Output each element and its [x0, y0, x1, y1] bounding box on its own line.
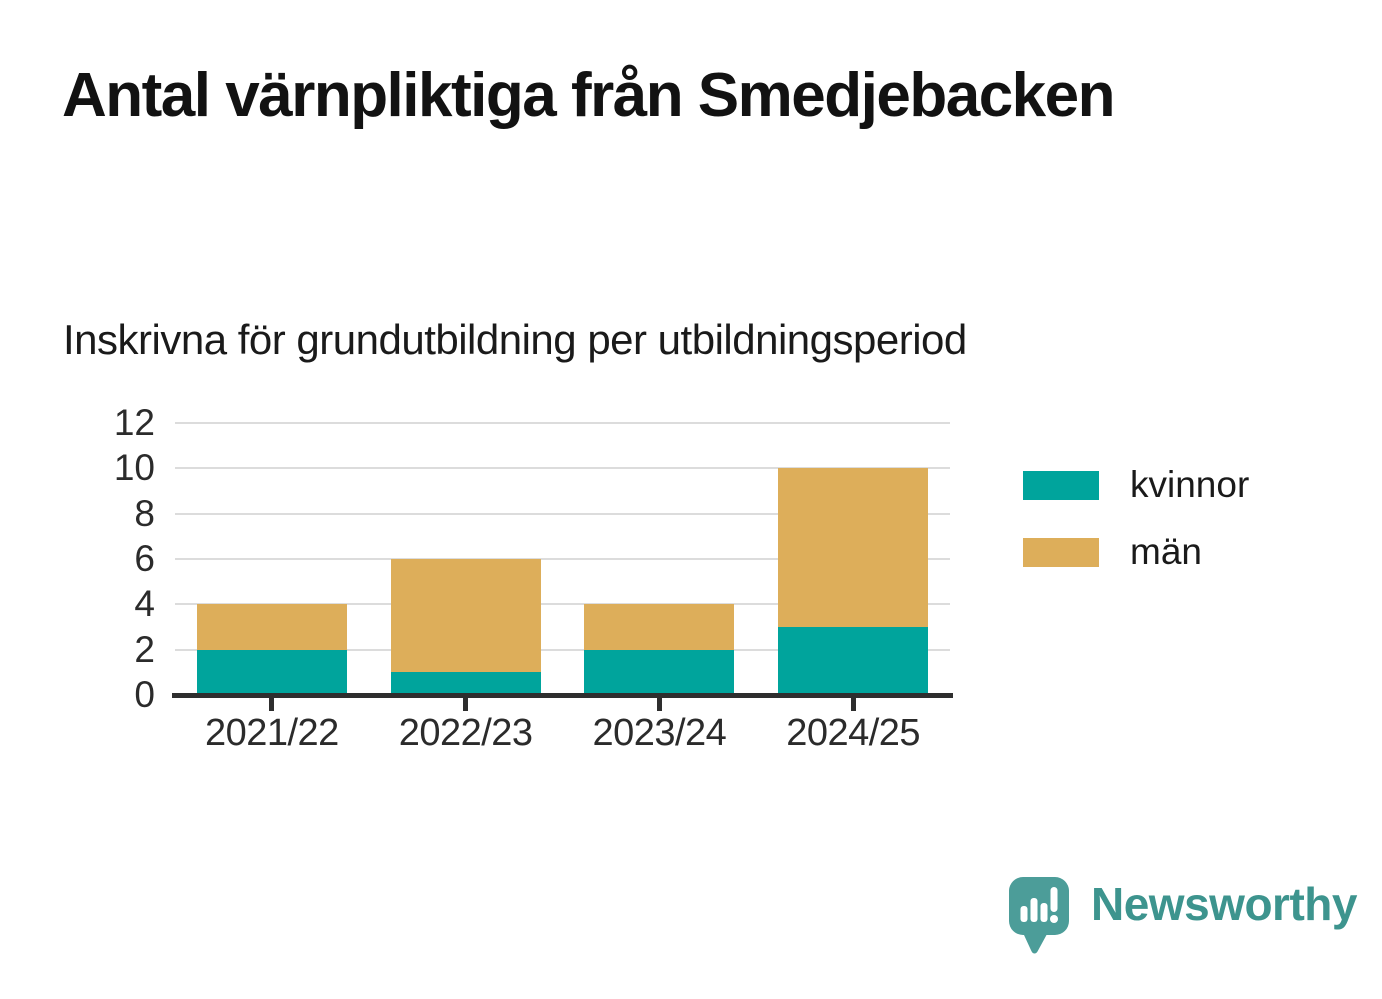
bar-segment-män-2024/25 [778, 468, 929, 627]
y-axis-label-4: 4 [134, 583, 155, 625]
legend-swatch-kvinnor [1023, 470, 1099, 500]
gridline-y8 [175, 512, 950, 515]
bar-segment-män-2021/22 [196, 604, 347, 650]
brand-name: Newsworthy [1091, 878, 1357, 930]
legend-label: män [1130, 531, 1202, 572]
gridline-y12 [175, 422, 950, 424]
plot-area [175, 422, 950, 695]
legend: kvinnor män [1023, 464, 1249, 598]
gridline-y4 [175, 603, 950, 606]
x-axis-line [172, 693, 953, 698]
bar-segment-män-2022/23 [390, 559, 541, 673]
chart-subtitle: Inskrivna för grundutbildning per utbild… [63, 316, 967, 363]
x-axis-label-2022/23: 2022/23 [398, 712, 533, 754]
newsworthy-logo-icon [1009, 877, 1069, 954]
legend-item-kvinnor: kvinnor [1023, 464, 1249, 506]
gridline-y2 [175, 648, 950, 651]
x-axis-tick-2021/22 [269, 698, 275, 711]
y-axis-label-0: 0 [134, 674, 155, 715]
bar-segment-kvinnor-2021/22 [196, 649, 347, 695]
gridline-y6 [175, 558, 950, 560]
bar-segment-kvinnor-2024/25 [778, 627, 929, 695]
x-axis-tick-2023/24 [656, 698, 662, 711]
x-axis-label-2021/22: 2021/22 [204, 712, 339, 754]
bar-segment-kvinnor-2023/24 [584, 649, 735, 695]
y-axis-label-8: 8 [134, 492, 155, 534]
gridline-y10 [175, 467, 950, 470]
bar-chart-glyph [1020, 887, 1058, 923]
y-axis-label-6: 6 [134, 538, 155, 579]
bar-segment-män-2023/24 [584, 604, 735, 650]
legend-swatch-män [1023, 537, 1099, 567]
bar-segment-kvinnor-2022/23 [390, 672, 541, 695]
y-axis-label-12: 12 [113, 402, 155, 443]
y-axis-label-10: 10 [113, 447, 155, 489]
x-axis-label-2023/24: 2023/24 [592, 712, 727, 754]
y-axis-label-2: 2 [134, 628, 155, 670]
x-axis-tick-2022/23 [463, 698, 469, 711]
x-axis-label-2024/25: 2024/25 [786, 712, 921, 754]
branding: Newsworthy [1008, 876, 1357, 962]
legend-label: kvinnor [1130, 464, 1250, 505]
chart-title: Antal värnpliktiga från Smedjebacken [62, 61, 1116, 130]
x-axis-tick-2024/25 [850, 698, 856, 711]
legend-item-män: män [1023, 531, 1249, 573]
